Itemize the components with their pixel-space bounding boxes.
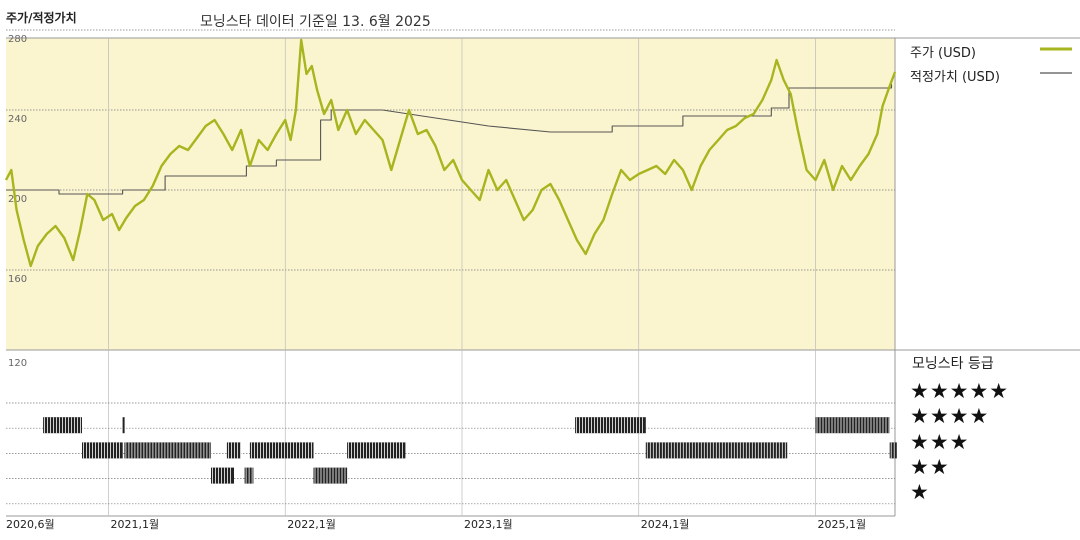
x-tick-label: 2025,1월 (817, 518, 866, 531)
legend-price-label: 주가 (USD) (910, 46, 976, 61)
legend-swatches (1040, 47, 1072, 74)
rating-bar-4star (575, 417, 646, 434)
x-tick-label: 2024,1월 (641, 518, 690, 531)
y-tick-label: 240 (8, 114, 27, 125)
x-tick-label: 2023,1월 (464, 518, 513, 531)
rating-level-3: ★★★ (910, 430, 970, 454)
legend-fair-value-label: 적정가치 (USD) (910, 70, 1000, 85)
rating-bar-2star (211, 467, 234, 484)
y-tick-label: 120 (8, 358, 27, 369)
rating-level-5: ★★★★★ (910, 379, 1010, 403)
y-axis-ticks: 120 160 200 240 280 (8, 34, 27, 369)
chart-header: 주가/적정가치 (6, 11, 77, 25)
rating-bar-3star (889, 442, 897, 459)
data-date-subtitle: 모닝스타 데이터 기준일 13. 6월 2025 (200, 14, 431, 30)
x-tick-label: 2022,1월 (287, 518, 336, 531)
chart-background (6, 38, 895, 350)
rating-level-2: ★★ (910, 455, 950, 479)
y-tick-label: 160 (8, 274, 27, 285)
rating-title: 모닝스타 등급 (912, 356, 994, 372)
x-tick-label: 2021,1월 (111, 518, 160, 531)
y-tick-label: 200 (8, 194, 27, 205)
price-series (4, 38, 897, 268)
rating-level-1: ★ (910, 480, 930, 504)
rating-bar-4star (122, 417, 125, 434)
x-tick-label: 2020,6월 (6, 518, 55, 531)
price-panel-bg (6, 38, 895, 350)
x-axis-ticks: 2020,6월 2021,1월 2022,1월 2023,1월 2024,1월 2025,… (6, 518, 866, 531)
rating-level-4: ★★★★ (910, 404, 990, 428)
chart-grid (6, 29, 1080, 517)
rating-history (43, 417, 897, 484)
rating-bar-3star (226, 442, 241, 459)
y-tick-label: 280 (8, 34, 27, 45)
